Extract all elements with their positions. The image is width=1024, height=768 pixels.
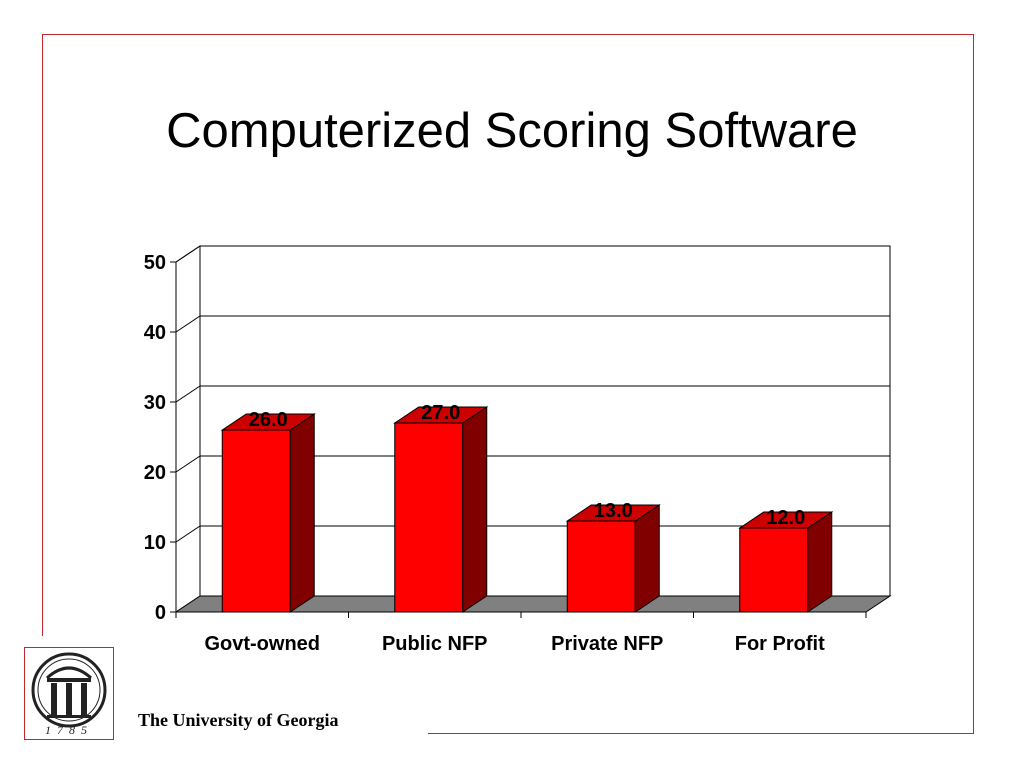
- slide-frame-bottom: [428, 733, 974, 734]
- bar-data-label: 13.0: [594, 500, 633, 522]
- gridline: [175, 245, 890, 263]
- university-logo: 1785: [24, 647, 114, 740]
- bar-front: [394, 422, 464, 613]
- bar-data-label: 12.0: [766, 507, 805, 529]
- y-tick-label: 40: [144, 322, 166, 344]
- bar-top: [738, 511, 834, 529]
- bar-top: [393, 406, 489, 424]
- bar-data-label: 26.0: [249, 409, 288, 431]
- bar-side: [289, 413, 315, 613]
- bar-front: [566, 520, 636, 613]
- slide-title: Computerized Scoring Software: [166, 104, 858, 158]
- bar-front: [739, 527, 809, 613]
- bar-top: [220, 413, 316, 431]
- gridline: [175, 315, 890, 333]
- x-category-label: Public NFP: [382, 633, 488, 655]
- x-category-label: Govt-owned: [204, 633, 320, 655]
- slide-frame-right: [973, 34, 974, 734]
- bar-side: [807, 511, 833, 613]
- arch-logo-icon: 1785: [31, 652, 107, 737]
- bar-side: [634, 504, 660, 613]
- x-category-label: Private NFP: [551, 633, 663, 655]
- bar-data-label: 27.0: [421, 402, 460, 424]
- gridline: [175, 525, 890, 543]
- y-tick-label: 10: [144, 532, 166, 554]
- chart-side-wall: [175, 245, 201, 613]
- slide-frame-top: [42, 34, 974, 35]
- bar-front: [221, 429, 291, 613]
- y-tick-label: 50: [144, 252, 166, 274]
- bar-side: [462, 406, 488, 613]
- slide-frame-left: [42, 34, 43, 636]
- gridline: [175, 455, 890, 473]
- y-tick-label: 20: [144, 462, 166, 484]
- footer-university-name: The University of Georgia: [138, 710, 339, 730]
- y-tick-label: 0: [155, 602, 166, 624]
- gridline: [175, 385, 890, 403]
- bar-top: [565, 504, 661, 522]
- logo-year: 1785: [45, 723, 93, 737]
- x-category-label: For Profit: [735, 633, 825, 655]
- y-tick-label: 30: [144, 392, 166, 414]
